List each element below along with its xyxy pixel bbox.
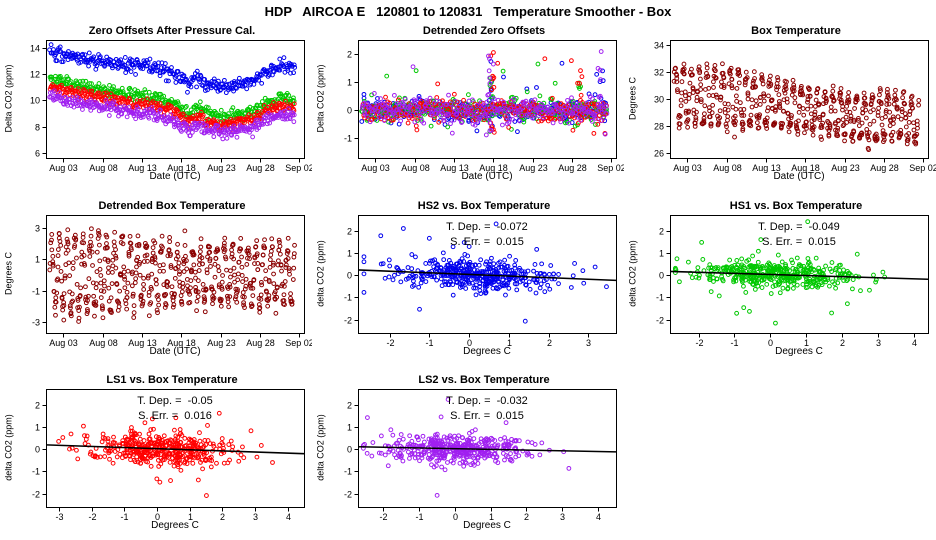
stats-annotation: T. Dep. = -0.05 S. Err. = 0.016	[46, 394, 304, 424]
panel-title: Detrended Zero Offsets	[422, 25, 546, 37]
s-err-value: S. Err. = 0.015	[762, 236, 836, 248]
stats-annotation: T. Dep. = -0.049 S. Err. = 0.015	[670, 220, 928, 250]
y-axis-label: Delta CO2 (ppm)	[315, 64, 326, 133]
panel-title: HS1 vs. Box Temperature	[729, 200, 863, 212]
panel-title: Box Temperature	[751, 25, 841, 37]
ls1-plot-canvas	[0, 373, 312, 539]
panel-box-temperature: Box Temperature Degrees C Date (UTC)	[624, 24, 936, 190]
x-axis-label: Date (UTC)	[461, 171, 513, 182]
panel-title: Detrended Box Temperature	[98, 200, 246, 212]
detrended-zero-offsets-plot-canvas	[312, 24, 624, 190]
x-axis-label: Date (UTC)	[149, 171, 201, 182]
y-axis-label: Delta CO2 (ppm)	[3, 64, 14, 133]
x-axis-label: Date (UTC)	[149, 346, 201, 357]
s-err-value: S. Err. = 0.015	[450, 410, 524, 422]
t-dep-value: T. Dep. = -0.049	[758, 221, 840, 233]
t-dep-value: T. Dep. = -0.05	[137, 395, 213, 407]
stats-annotation: T. Dep. = -0.072 S. Err. = 0.015	[358, 220, 616, 250]
x-axis-label: Degrees C	[151, 520, 199, 531]
s-err-value: S. Err. = 0.016	[138, 410, 212, 422]
hs2-plot-canvas	[312, 199, 624, 365]
panel-title: Zero Offsets After Pressure Cal.	[88, 25, 256, 37]
s-err-value: S. Err. = 0.015	[450, 236, 524, 248]
x-axis-label: Degrees C	[463, 520, 511, 531]
panel-detrended-zero-offsets: Detrended Zero Offsets Delta CO2 (ppm) D…	[312, 24, 624, 190]
zero-offsets-plot-canvas	[0, 24, 312, 190]
panel-title: LS2 vs. Box Temperature	[418, 374, 550, 386]
t-dep-value: T. Dep. = -0.032	[446, 395, 528, 407]
y-axis-label: delta CO2 (ppm)	[3, 414, 14, 481]
t-dep-value: T. Dep. = -0.072	[446, 221, 528, 233]
panel-ls2-vs-box-temperature: LS2 vs. Box Temperature delta CO2 (ppm) …	[312, 373, 624, 539]
y-axis-label: delta CO2 (ppm)	[627, 240, 638, 307]
ls2-plot-canvas	[312, 373, 624, 539]
stats-annotation: T. Dep. = -0.032 S. Err. = 0.015	[358, 394, 616, 424]
panel-title: HS2 vs. Box Temperature	[417, 200, 551, 212]
panel-detrended-box-temperature: Detrended Box Temperature Degrees C Date…	[0, 199, 312, 365]
y-axis-label: delta CO2 (ppm)	[315, 414, 326, 481]
panel-ls1-vs-box-temperature: LS1 vs. Box Temperature delta CO2 (ppm) …	[0, 373, 312, 539]
box-temperature-plot-canvas	[624, 24, 936, 190]
y-axis-label: Degrees C	[3, 251, 14, 296]
hs1-plot-canvas	[624, 199, 936, 365]
y-axis-label: Degrees C	[627, 76, 638, 121]
detrended-box-temperature-plot-canvas	[0, 199, 312, 365]
panel-hs2-vs-box-temperature: HS2 vs. Box Temperature delta CO2 (ppm) …	[312, 199, 624, 365]
x-axis-label: Degrees C	[775, 346, 823, 357]
panel-hs1-vs-box-temperature: HS1 vs. Box Temperature delta CO2 (ppm) …	[624, 199, 936, 365]
x-axis-label: Date (UTC)	[773, 171, 825, 182]
x-axis-label: Degrees C	[463, 346, 511, 357]
panel-title: LS1 vs. Box Temperature	[106, 374, 238, 386]
page-title: HDP AIRCOA E 120801 to 120831 Temperatur…	[264, 4, 672, 19]
y-axis-label: delta CO2 (ppm)	[315, 240, 326, 307]
panel-zero-offsets: Zero Offsets After Pressure Cal. Delta C…	[0, 24, 312, 190]
